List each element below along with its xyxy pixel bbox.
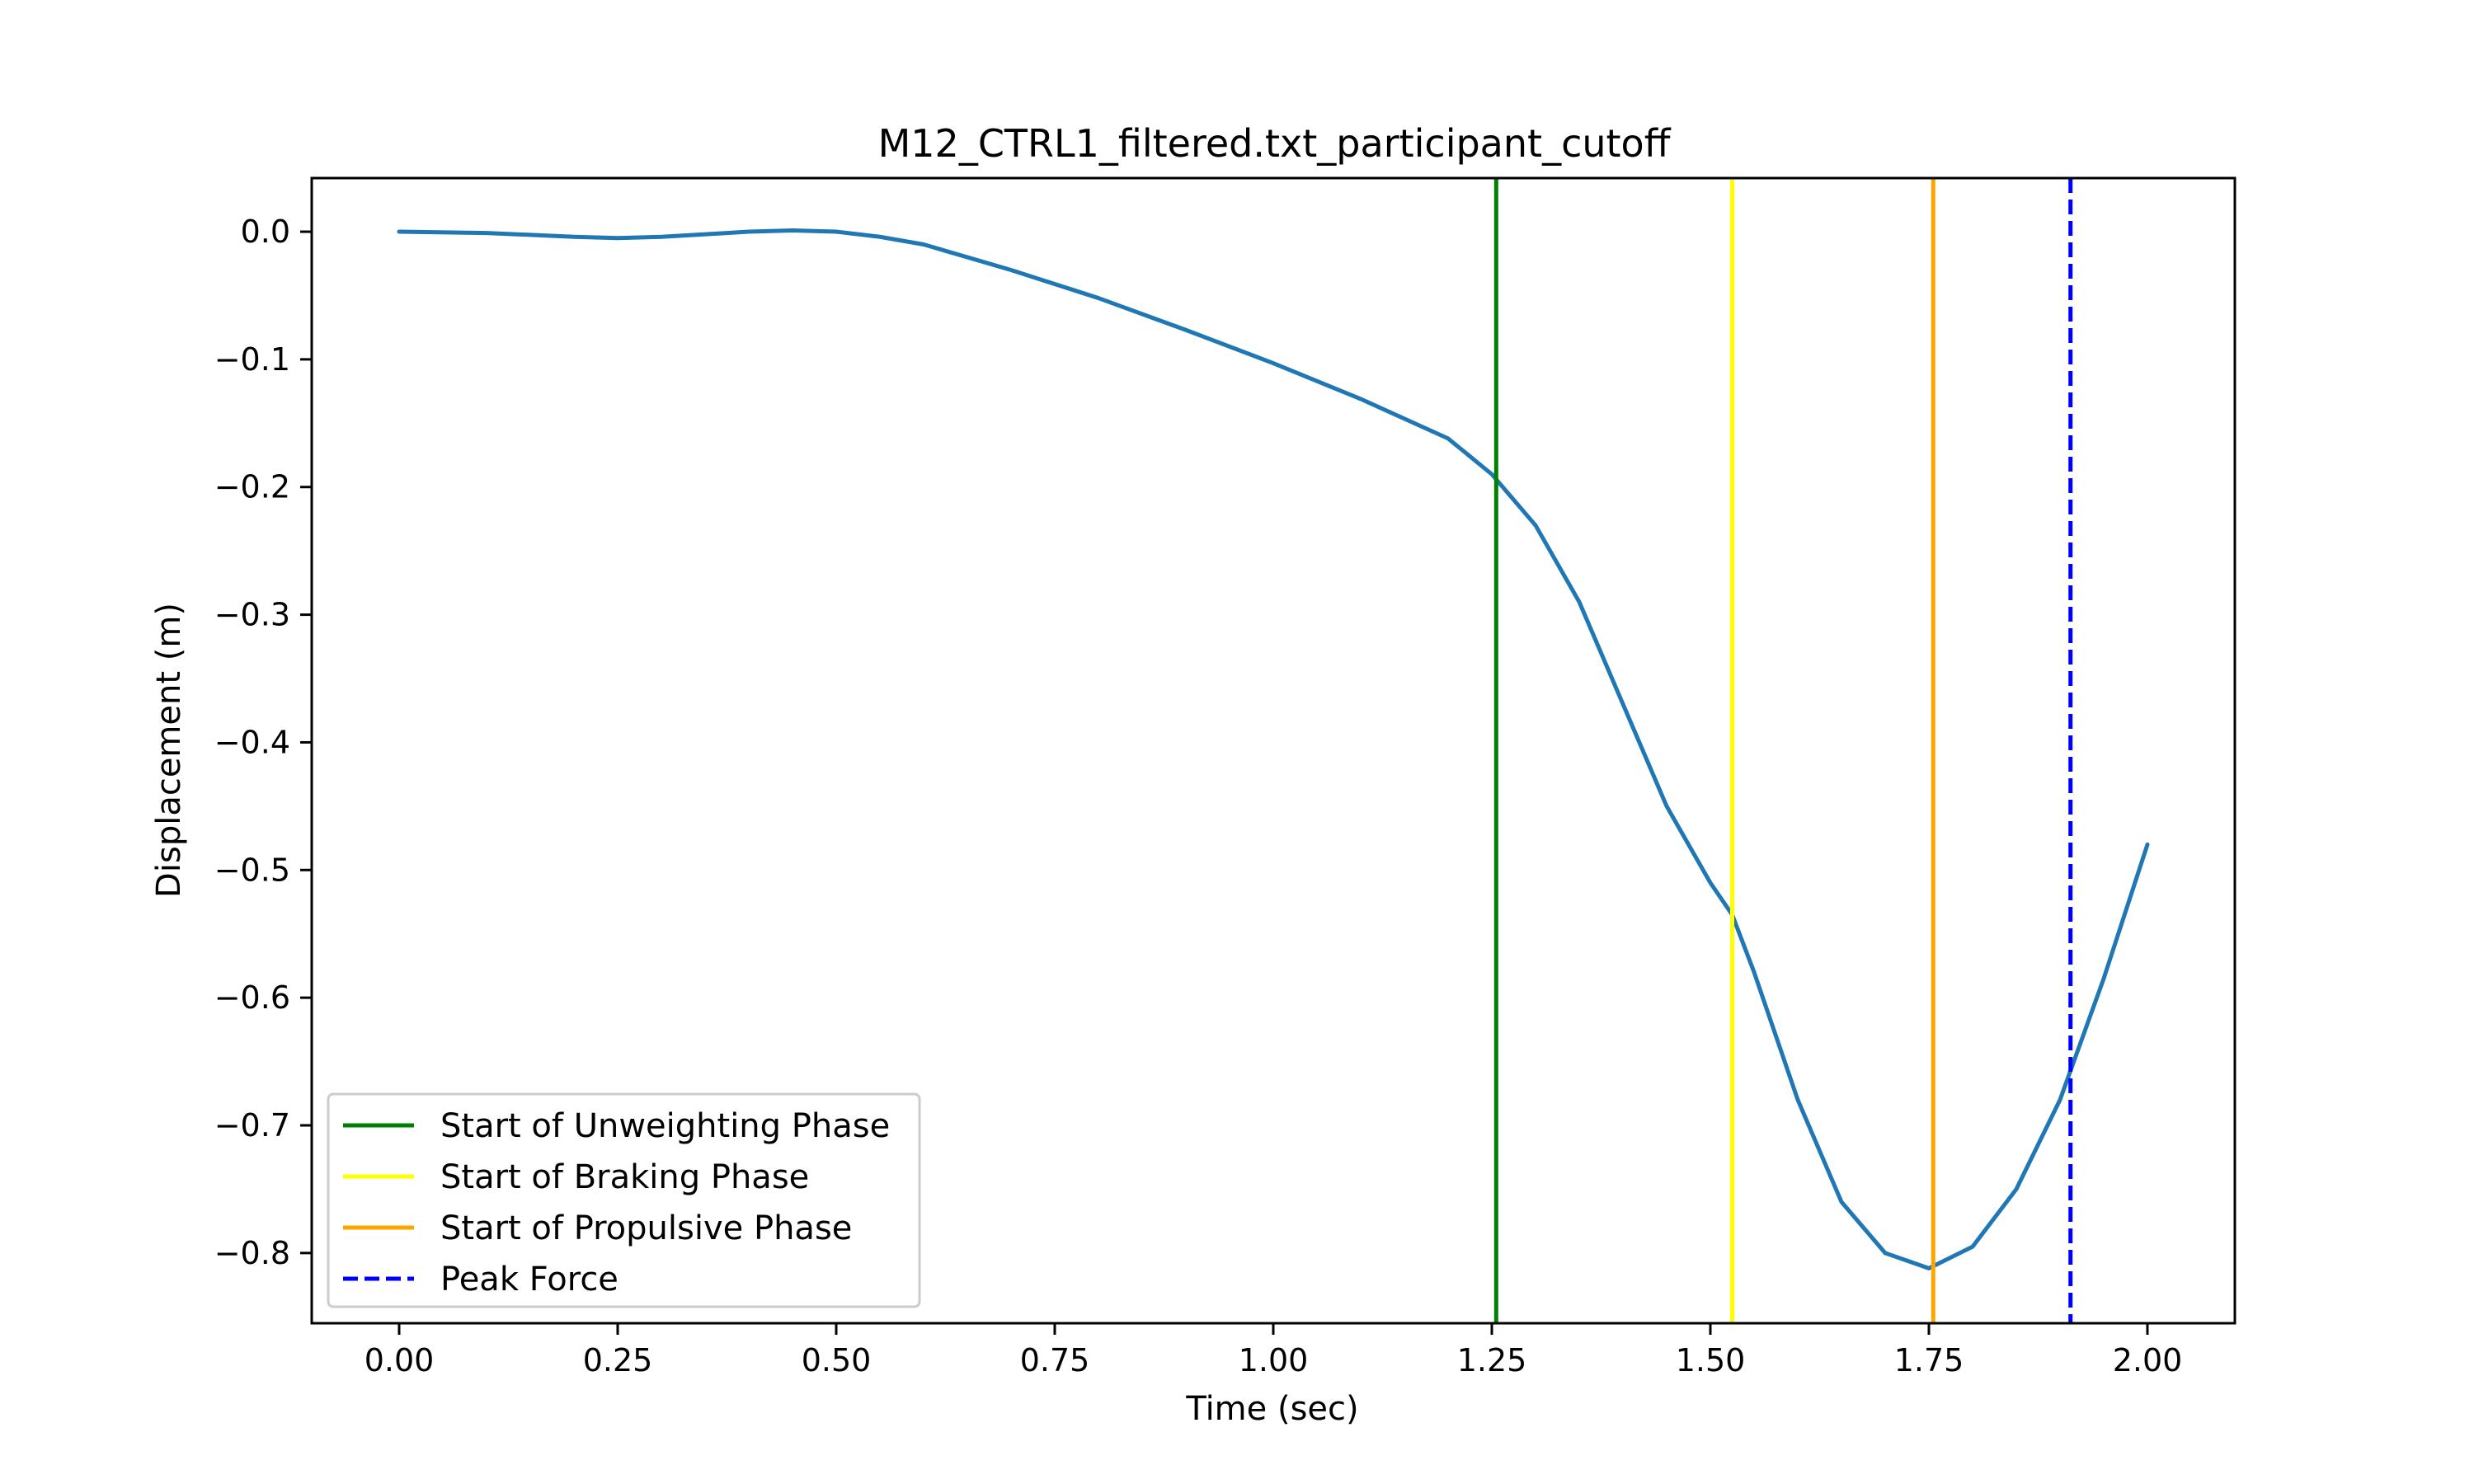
legend-box <box>327 1092 921 1308</box>
legend-label-1: Start of Braking Phase <box>440 1158 809 1196</box>
series-line-0 <box>397 228 2150 1270</box>
x-tick-label: 1.00 <box>1239 1342 1309 1378</box>
y-axis-title: Displacement (m) <box>150 603 188 898</box>
x-tick-label: 0.75 <box>1020 1342 1090 1378</box>
x-tick-label: 1.75 <box>1894 1342 1964 1378</box>
x-tick-label: 0.50 <box>802 1342 872 1378</box>
legend-label-2: Start of Propulsive Phase <box>440 1209 852 1247</box>
x-tick-label: 0.25 <box>583 1342 653 1378</box>
y-tick-label: −0.5 <box>214 852 290 888</box>
y-tick-label: −0.3 <box>214 597 290 633</box>
chart-title: M12_CTRL1_filtered.txt_participant_cutof… <box>878 121 1672 166</box>
y-tick-label: −0.6 <box>214 979 290 1016</box>
x-tick-label: 0.00 <box>365 1342 435 1378</box>
y-tick-label: −0.1 <box>214 341 290 378</box>
legend-label-3: Peak Force <box>440 1261 618 1298</box>
legend: Start of Unweighting Phase Start of Braki… <box>327 1092 921 1308</box>
legend-label-0: Start of Unweighting Phase <box>440 1107 890 1145</box>
y-tick-label: −0.2 <box>214 469 290 505</box>
y-tick-label: −0.8 <box>214 1235 290 1271</box>
x-tick-label: 1.25 <box>1457 1342 1527 1378</box>
y-tick-label: −0.4 <box>214 724 290 760</box>
x-axis-title: Time (sec) <box>1185 1390 1358 1428</box>
x-tick-label: 1.50 <box>1676 1342 1746 1378</box>
y-tick-label: −0.7 <box>214 1107 290 1144</box>
y-tick-label: 0.0 <box>241 214 290 250</box>
x-tick-label: 2.00 <box>2113 1342 2183 1378</box>
